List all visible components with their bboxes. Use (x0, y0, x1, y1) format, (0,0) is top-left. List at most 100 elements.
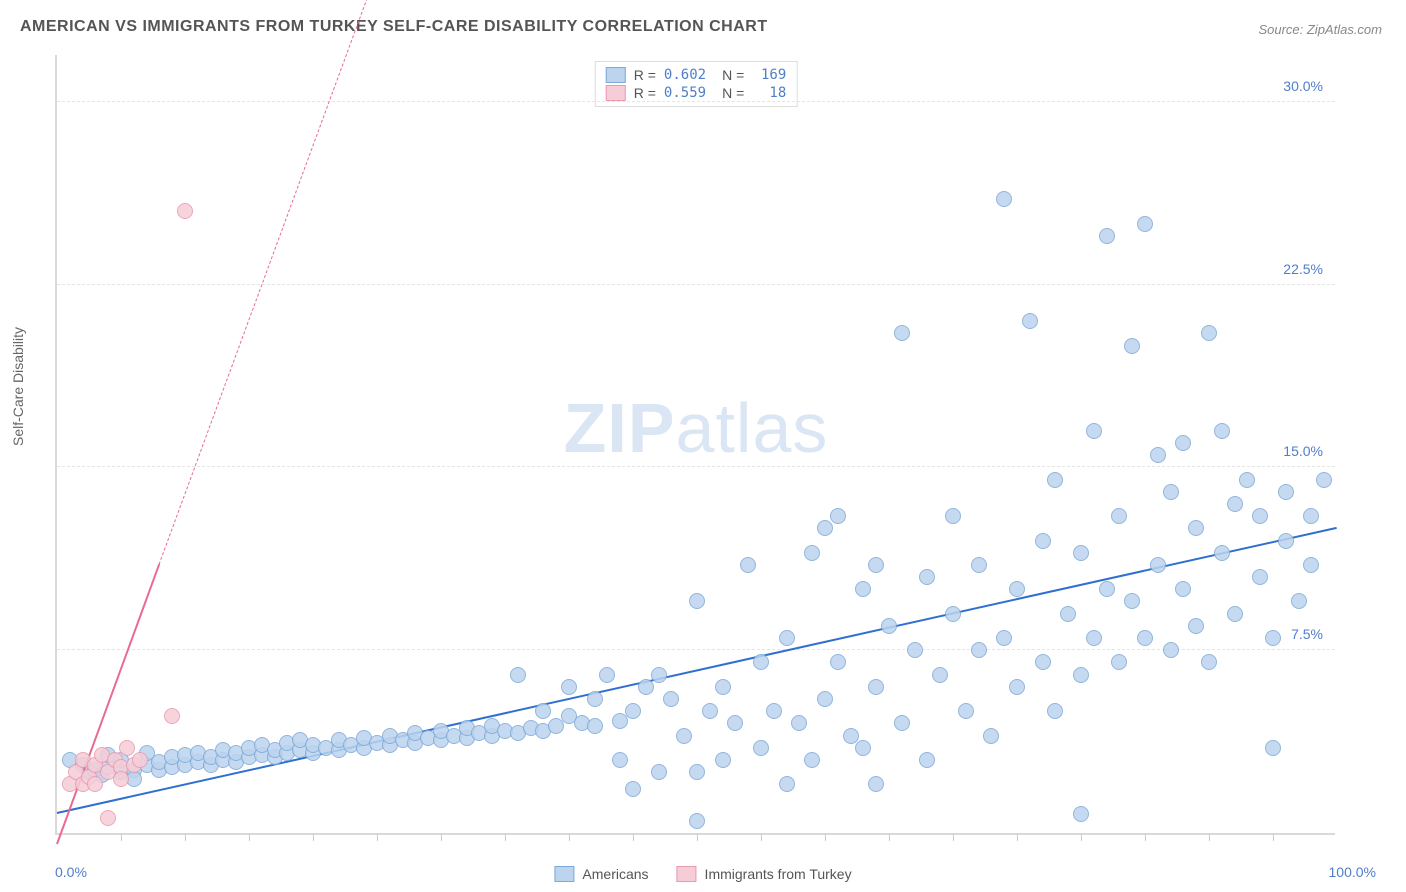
data-point (1137, 630, 1153, 646)
data-point (1239, 472, 1255, 488)
data-point (1278, 484, 1294, 500)
data-point (753, 740, 769, 756)
data-point (1291, 593, 1307, 609)
data-point (100, 810, 116, 826)
data-point (1214, 545, 1230, 561)
data-point (817, 691, 833, 707)
source-prefix: Source: (1258, 22, 1306, 37)
data-point (1265, 630, 1281, 646)
data-point (1047, 472, 1063, 488)
data-point (561, 679, 577, 695)
x-tick (377, 833, 378, 841)
data-point (689, 813, 705, 829)
x-tick (761, 833, 762, 841)
source-name: ZipAtlas.com (1307, 22, 1382, 37)
n-label: N = (722, 85, 744, 101)
data-point (1022, 313, 1038, 329)
data-point (996, 630, 1012, 646)
x-tick (249, 833, 250, 841)
data-point (996, 191, 1012, 207)
data-point (983, 728, 999, 744)
data-point (1047, 703, 1063, 719)
data-point (1086, 423, 1102, 439)
data-point (868, 776, 884, 792)
data-point (1163, 642, 1179, 658)
data-point (132, 752, 148, 768)
data-point (510, 667, 526, 683)
chart-title: AMERICAN VS IMMIGRANTS FROM TURKEY SELF-… (20, 18, 768, 36)
data-point (958, 703, 974, 719)
legend-item: Americans (554, 866, 648, 882)
watermark: ZIPatlas (564, 388, 829, 468)
data-point (535, 703, 551, 719)
x-tick (441, 833, 442, 841)
data-point (177, 203, 193, 219)
x-tick (633, 833, 634, 841)
n-label: N = (722, 67, 744, 83)
data-point (113, 771, 129, 787)
data-point (868, 679, 884, 695)
x-tick (313, 833, 314, 841)
data-point (1188, 520, 1204, 536)
data-point (1111, 654, 1127, 670)
legend-swatch (606, 67, 626, 83)
legend-swatch (606, 85, 626, 101)
r-value: 0.602 (664, 67, 706, 83)
trend-line (159, 0, 429, 565)
data-point (766, 703, 782, 719)
data-point (1099, 228, 1115, 244)
data-point (1099, 581, 1115, 597)
data-point (1227, 606, 1243, 622)
r-label: R = (634, 85, 656, 101)
data-point (753, 654, 769, 670)
data-point (1227, 496, 1243, 512)
data-point (830, 654, 846, 670)
x-tick (505, 833, 506, 841)
n-value: 169 (752, 67, 786, 83)
x-tick (1017, 833, 1018, 841)
data-point (1252, 569, 1268, 585)
x-tick (697, 833, 698, 841)
gridline (57, 284, 1335, 285)
data-point (87, 776, 103, 792)
data-point (1252, 508, 1268, 524)
data-point (727, 715, 743, 731)
data-point (894, 325, 910, 341)
data-point (855, 581, 871, 597)
gridline (57, 466, 1335, 467)
data-point (1060, 606, 1076, 622)
data-point (1150, 557, 1166, 573)
data-point (1009, 679, 1025, 695)
data-point (1137, 216, 1153, 232)
data-point (830, 508, 846, 524)
x-tick (185, 833, 186, 841)
data-point (971, 642, 987, 658)
data-point (919, 752, 935, 768)
data-point (119, 740, 135, 756)
legend-row: R = 0.559 N = 18 (606, 84, 787, 102)
watermark-bold: ZIP (564, 389, 676, 467)
source-attribution: Source: ZipAtlas.com (1258, 22, 1382, 37)
gridline (57, 101, 1335, 102)
data-point (587, 718, 603, 734)
data-point (881, 618, 897, 634)
legend-label: Americans (582, 866, 648, 882)
x-tick (1081, 833, 1082, 841)
data-point (651, 667, 667, 683)
gridline (57, 649, 1335, 650)
n-value: 18 (752, 85, 786, 101)
data-point (1188, 618, 1204, 634)
r-label: R = (634, 67, 656, 83)
data-point (1124, 338, 1140, 354)
data-point (715, 679, 731, 695)
y-tick-label: 7.5% (1291, 626, 1323, 642)
data-point (804, 752, 820, 768)
data-point (945, 606, 961, 622)
data-point (1303, 557, 1319, 573)
data-point (1163, 484, 1179, 500)
r-value: 0.559 (664, 85, 706, 101)
data-point (715, 752, 731, 768)
data-point (651, 764, 667, 780)
data-point (791, 715, 807, 731)
y-tick-label: 30.0% (1283, 78, 1323, 94)
